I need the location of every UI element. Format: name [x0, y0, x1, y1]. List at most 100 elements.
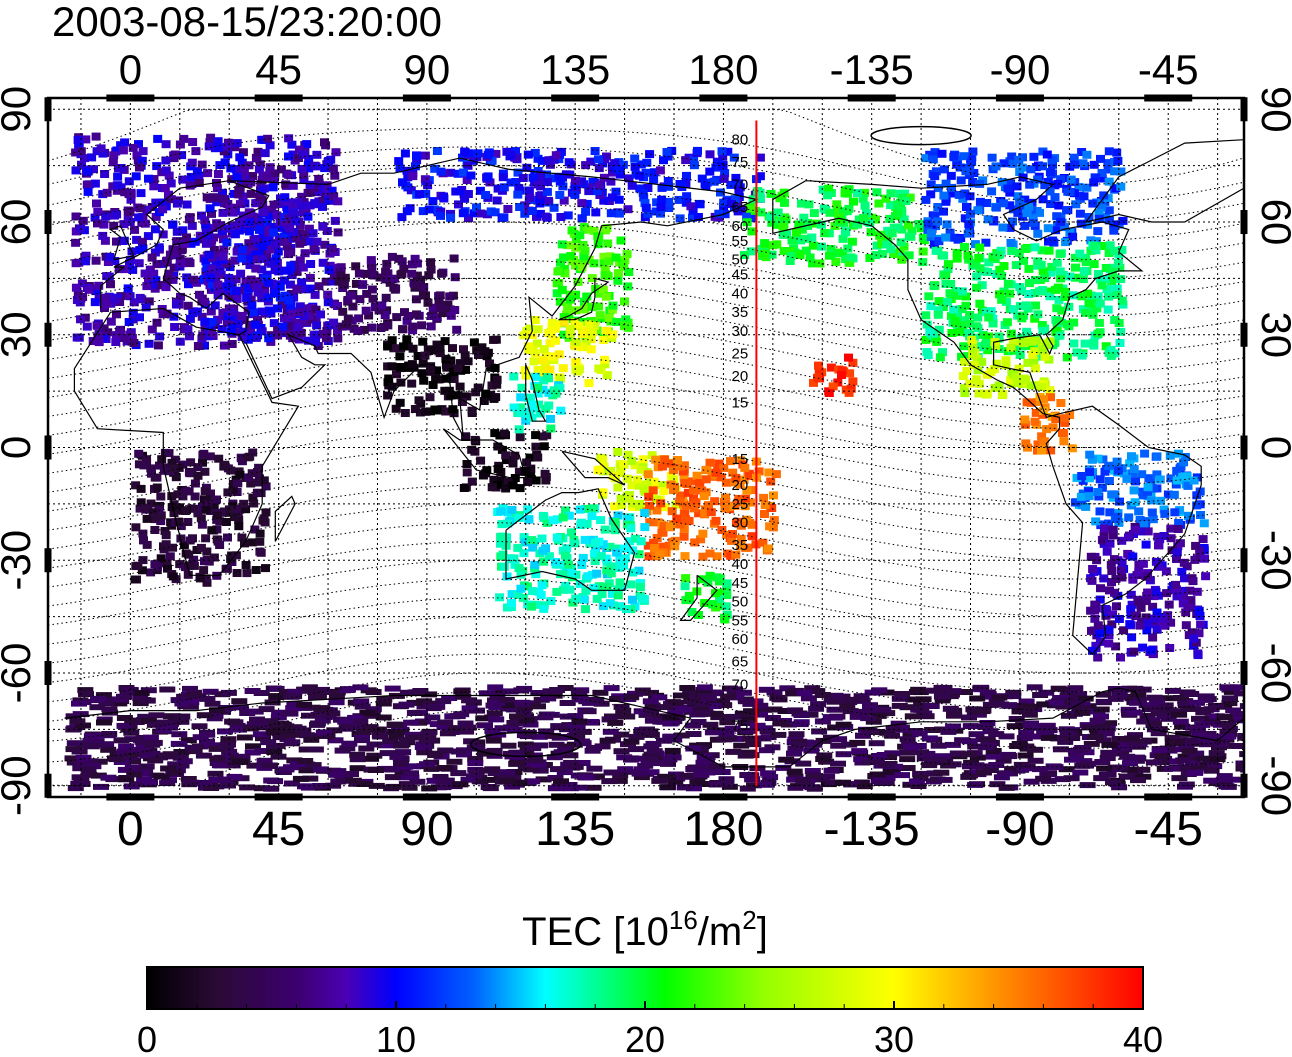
tec-cell	[429, 303, 438, 312]
tec-cell	[681, 156, 691, 165]
tec-cell	[288, 203, 298, 212]
tec-cell	[618, 160, 628, 169]
tec-cell	[162, 309, 172, 318]
tec-cell	[926, 302, 936, 311]
tec-cell	[610, 159, 620, 168]
tec-cell	[265, 167, 275, 176]
tec-cell	[223, 533, 232, 542]
tec-cell	[893, 200, 903, 209]
tec-cell	[921, 195, 931, 204]
tec-cell	[986, 307, 996, 316]
tec-cell	[1114, 615, 1124, 623]
tec-cell	[242, 294, 252, 302]
tec-cell	[797, 199, 806, 208]
tec-cell	[600, 355, 610, 364]
tec-cell	[247, 708, 264, 715]
tec-cell	[131, 481, 141, 490]
tec-cell	[1134, 597, 1144, 606]
tec-cell	[193, 509, 203, 518]
tec-cell	[543, 196, 553, 205]
tec-cell	[513, 168, 523, 177]
tec-cell	[973, 206, 983, 215]
tec-cell	[640, 199, 650, 208]
tec-cell	[1108, 525, 1118, 534]
tec-cell	[295, 221, 305, 229]
tec-cell	[519, 331, 529, 340]
tec-cell	[678, 706, 695, 713]
tec-cell	[728, 468, 738, 477]
tec-cell	[997, 178, 1007, 187]
tec-cell	[616, 494, 626, 503]
tec-cell	[862, 209, 871, 218]
tec-cell	[559, 713, 576, 720]
tec-cell	[402, 207, 412, 216]
tec-cell	[505, 152, 515, 161]
tec-cell	[183, 325, 193, 334]
tec-cell	[273, 304, 282, 313]
tec-cell	[1196, 620, 1206, 629]
tec-cell	[322, 227, 332, 235]
tec-cell	[381, 293, 391, 302]
tec-cell	[910, 686, 927, 693]
tec-cell	[490, 208, 500, 217]
tec-cell	[217, 325, 227, 334]
tec-cell	[580, 246, 590, 255]
tec-cell	[81, 257, 91, 266]
tec-cell	[528, 543, 538, 552]
tec-cell	[1002, 318, 1012, 327]
tec-cell	[142, 540, 152, 549]
tec-cell	[418, 359, 428, 368]
tec-cell	[149, 175, 159, 183]
tec-cell	[167, 503, 177, 512]
tec-cell	[424, 271, 434, 280]
tec-cell	[197, 520, 207, 529]
tec-cell	[467, 477, 477, 486]
tec-cell	[1134, 766, 1151, 773]
tec-cell	[396, 270, 406, 279]
tec-cell	[577, 263, 587, 272]
tec-cell	[931, 167, 941, 176]
tec-cell	[1154, 541, 1163, 550]
tec-cell	[641, 168, 651, 177]
tec-cell	[1151, 588, 1161, 596]
tec-cell	[1127, 452, 1136, 461]
tec-cell	[349, 751, 366, 758]
tec-cell	[998, 223, 1008, 232]
tec-cell	[778, 222, 788, 231]
tec-cell	[1146, 646, 1156, 655]
tec-cell	[1115, 339, 1125, 347]
tec-cell	[258, 242, 268, 251]
tec-cell	[250, 222, 260, 231]
tec-cell	[193, 463, 203, 472]
tec-cell	[261, 564, 270, 573]
tec-cell	[581, 334, 591, 343]
tec-cell	[291, 233, 301, 242]
tec-cell	[91, 132, 101, 141]
tec-cell	[835, 751, 852, 758]
tec-cell	[368, 294, 378, 303]
tec-cell	[281, 180, 291, 189]
tec-cell	[635, 583, 645, 591]
tec-cell	[649, 168, 659, 177]
tec-cell	[772, 240, 782, 249]
tec-cell	[132, 235, 142, 244]
tec-cell	[726, 551, 736, 560]
tec-cell	[766, 689, 783, 696]
tec-cell	[233, 479, 243, 488]
tec-cell	[561, 782, 578, 788]
tec-cell	[847, 237, 857, 246]
tec-cell	[957, 352, 966, 361]
tec-cell	[555, 177, 565, 186]
tec-cell	[728, 694, 745, 701]
tec-cell	[931, 246, 941, 255]
tec-cell	[508, 481, 518, 490]
tec-cell	[594, 302, 604, 311]
tec-cell	[606, 177, 616, 186]
tec-cell	[951, 319, 961, 328]
tec-cell	[934, 297, 944, 306]
tec-cell	[265, 212, 275, 221]
tec-cell	[871, 687, 888, 694]
tec-cell	[212, 525, 222, 534]
tec-cell	[1090, 614, 1100, 623]
tec-cell	[202, 578, 212, 587]
